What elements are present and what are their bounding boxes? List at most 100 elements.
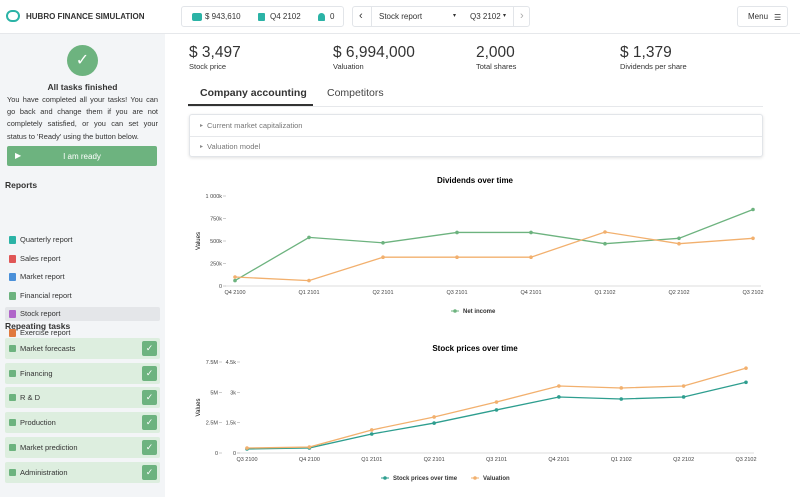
accordion-item[interactable]: Valuation model <box>207 142 261 151</box>
task-check: ✓ <box>142 365 157 381</box>
axis-label: Values <box>196 399 202 417</box>
x-tick-label: Q4 2101 <box>548 457 569 463</box>
report-label: Sales report <box>20 253 61 263</box>
data-point <box>619 386 624 390</box>
report-icon <box>9 254 16 263</box>
task-item[interactable]: Production ✓ <box>5 412 160 434</box>
app-title: HUBRO FINANCE SIMULATION <box>26 12 145 21</box>
stat-label: Total shares <box>476 62 517 71</box>
x-tick-label: Q2 2102 <box>668 290 689 296</box>
x-tick-label: Q1 2102 <box>594 290 615 296</box>
stat-label: Stock price <box>189 62 227 71</box>
stat-value: $ 1,379 <box>620 44 672 61</box>
report-item[interactable]: Stock report <box>5 307 160 321</box>
status-text: You have completed all your tasks! You c… <box>7 95 158 141</box>
task-item[interactable]: R & D ✓ <box>5 387 160 409</box>
data-point <box>432 415 436 419</box>
report-item[interactable]: Exercise report <box>5 326 160 340</box>
report-item[interactable]: Financial report <box>5 289 160 303</box>
report-icon <box>9 236 16 244</box>
stat-value: 2,000 <box>476 44 515 61</box>
data-point <box>381 255 385 259</box>
stat-label: Dividends per share <box>620 62 687 71</box>
task-icon <box>9 443 16 451</box>
data-point <box>557 384 561 388</box>
task-item[interactable]: Market prediction ✓ <box>5 436 160 458</box>
report-item[interactable]: Quarterly report <box>5 233 160 247</box>
x-tick-label: Q1 2102 <box>611 457 632 463</box>
x-tick-label: Q4 2101 <box>520 290 541 296</box>
x-tick-label: Q2 2101 <box>372 290 393 296</box>
data-point <box>369 428 374 432</box>
next-button[interactable]: › <box>520 10 524 22</box>
task-label: Administration <box>20 467 68 477</box>
y-tick-label: 750k <box>210 217 222 223</box>
status-bar: $ 943,610 Q4 2102 0 <box>181 6 344 27</box>
task-check: ✓ <box>142 390 157 406</box>
data-point <box>557 395 561 399</box>
y-tick-label: 0 <box>233 451 236 457</box>
data-point <box>233 275 237 279</box>
task-check: ✓ <box>142 415 157 431</box>
menu-button[interactable]: Menu ☰ <box>737 6 788 27</box>
report-item[interactable]: Sales report <box>5 252 160 266</box>
legend-marker <box>453 309 457 313</box>
report-label: Stock report <box>20 309 61 318</box>
logo <box>6 10 20 22</box>
data-point <box>751 207 755 212</box>
data-point <box>494 408 499 412</box>
ready-label: I am ready <box>63 152 101 161</box>
stat-label: Valuation <box>333 62 364 71</box>
task-item[interactable]: Market forecasts ✓ <box>5 338 160 359</box>
notifications: 0 <box>330 12 335 21</box>
task-item[interactable]: Financing ✓ <box>5 362 160 384</box>
report-label: Financial report <box>20 290 72 300</box>
ready-button[interactable]: ▶ I am ready <box>7 146 157 166</box>
chart-title: Dividends over time <box>437 176 514 185</box>
prev-button[interactable]: ‹ <box>359 10 363 22</box>
data-point <box>381 241 385 245</box>
task-label: Market prediction <box>20 442 78 452</box>
data-point <box>744 380 748 385</box>
stat-value: $ 3,497 <box>189 44 241 61</box>
report-icon <box>9 328 16 337</box>
accordion: ▸ Current market capitalization ▸ Valuat… <box>189 114 763 157</box>
x-tick-label: Q3 2100 <box>236 457 257 463</box>
legend-marker <box>383 476 387 480</box>
x-tick-label: Q3 2102 <box>742 290 763 296</box>
x-tick-label: Q3 2102 <box>735 457 756 463</box>
tab[interactable]: Competitors <box>327 87 384 99</box>
task-icon <box>9 419 16 427</box>
data-point <box>681 395 686 399</box>
data-point <box>529 230 533 235</box>
data-point <box>681 384 686 388</box>
line-series <box>246 367 747 449</box>
report-label: Exercise report <box>20 327 71 337</box>
report-nav: ‹ Stock report ▾ Q3 2102 ▾ › <box>352 6 530 27</box>
legend-label: Stock prices over time <box>393 476 458 482</box>
report-select[interactable]: Stock report <box>379 12 423 21</box>
data-point <box>677 241 681 246</box>
task-icon <box>9 394 16 402</box>
quarter-select[interactable]: Q3 2102 <box>470 12 501 21</box>
data-point <box>369 432 374 436</box>
cash: $ 943,610 <box>205 12 241 21</box>
report-item[interactable]: Market report <box>5 270 160 284</box>
task-icon <box>9 345 16 352</box>
data-point <box>432 421 436 425</box>
data-point <box>233 278 237 283</box>
data-point <box>455 230 459 235</box>
task-label: Market forecasts <box>20 344 76 353</box>
task-check: ✓ <box>142 439 157 455</box>
accordion-item[interactable]: Current market capitalization <box>207 121 303 130</box>
task-label: R & D <box>20 393 41 403</box>
tab[interactable]: Company accounting <box>200 87 307 99</box>
x-tick-label: Q2 2102 <box>673 457 694 463</box>
data-point <box>744 366 748 370</box>
task-item[interactable]: Administration ✓ <box>5 461 160 483</box>
line-series <box>234 231 754 282</box>
x-tick-label: Q1 2101 <box>361 457 382 463</box>
y-tick-label: 2.5M <box>206 421 219 427</box>
data-point <box>619 397 624 401</box>
